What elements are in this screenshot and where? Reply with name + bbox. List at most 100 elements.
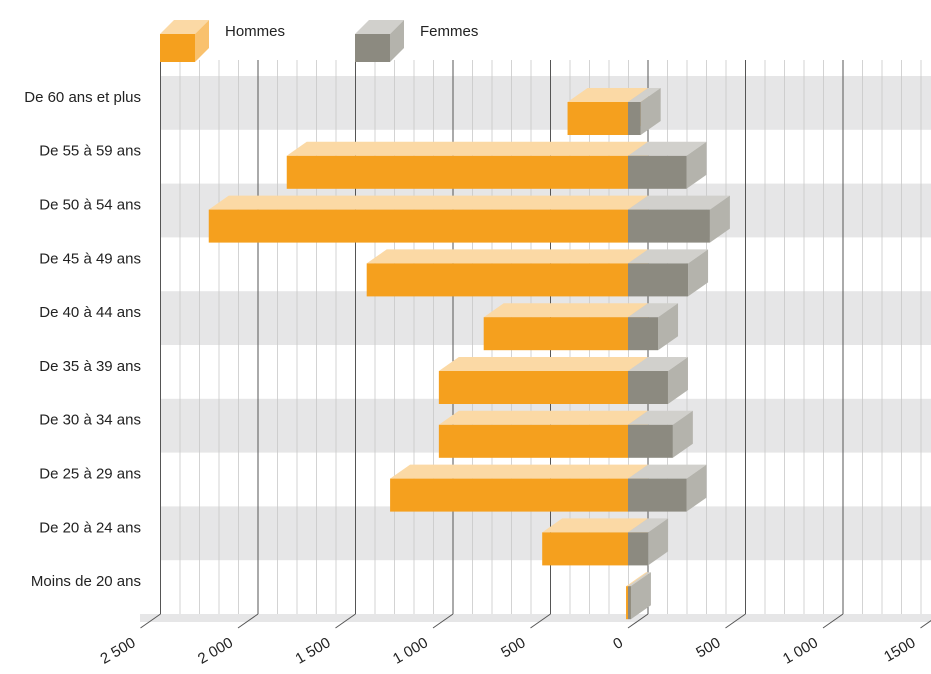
bar <box>628 88 661 135</box>
bar-front <box>390 478 628 512</box>
tick-mark <box>627 613 649 629</box>
bar-front <box>628 155 687 189</box>
bar <box>628 249 709 297</box>
bar-front <box>208 209 628 243</box>
bar-top <box>438 410 648 425</box>
x-tick-label: 500 <box>693 634 723 661</box>
legend-swatch-top <box>160 20 209 34</box>
bar <box>390 464 648 512</box>
y-tick-label: De 25 à 29 ans <box>39 465 141 482</box>
y-tick-label: De 30 à 34 ans <box>39 412 141 429</box>
y-tick-label: De 55 à 59 ans <box>39 143 141 160</box>
bar-front <box>626 586 628 620</box>
bar-front <box>567 102 628 135</box>
bar <box>628 518 669 566</box>
bar-front <box>542 532 628 566</box>
bar-front <box>628 424 673 458</box>
bar <box>628 303 679 351</box>
bar <box>208 195 648 243</box>
bar <box>628 410 693 458</box>
tick-mark <box>335 613 356 629</box>
bar-front <box>366 263 628 297</box>
bar <box>628 572 651 620</box>
bar <box>628 464 707 512</box>
bar-top <box>628 249 709 264</box>
bar-side <box>709 195 730 243</box>
bar-top <box>626 572 648 587</box>
bar-front <box>286 155 628 189</box>
bar-top <box>628 572 651 587</box>
x-tick-label: 2 000 <box>195 634 236 667</box>
x-tick-label: 500 <box>498 634 528 661</box>
bar-top <box>542 518 648 533</box>
x-tick-label: 0 <box>610 634 626 653</box>
tick-mark <box>237 613 259 629</box>
x-tick-label: 1 000 <box>390 634 431 667</box>
tick-mark <box>140 613 161 629</box>
bar-top <box>628 195 730 210</box>
bar <box>438 357 648 404</box>
bar <box>438 410 648 458</box>
bar <box>366 249 648 297</box>
x-tick-label: 1 500 <box>292 634 333 667</box>
y-tick-label: De 35 à 39 ans <box>39 358 141 375</box>
bar-top <box>390 464 648 479</box>
bar-front <box>438 371 628 404</box>
bar-side <box>658 303 679 351</box>
y-tick-label: De 45 à 49 ans <box>39 250 141 267</box>
legend-swatch-side <box>390 20 404 62</box>
bar-top <box>628 464 707 479</box>
bar-top <box>208 195 648 210</box>
bar-front <box>628 478 687 512</box>
legend-label: Hommes <box>225 23 285 40</box>
row-band <box>160 76 931 130</box>
bar <box>542 518 648 566</box>
bar-top <box>628 357 688 371</box>
bar-front <box>438 424 628 458</box>
bar <box>286 141 648 189</box>
bar-top <box>438 357 648 371</box>
x-tick-label: 1 000 <box>780 634 821 667</box>
legend-swatch-side <box>195 20 209 62</box>
bar-side <box>686 464 707 512</box>
tick-mark <box>432 613 454 629</box>
bar-front <box>628 209 710 243</box>
tick-mark <box>822 613 844 629</box>
legend-swatch <box>355 34 390 62</box>
bar-front <box>628 371 668 404</box>
legend-swatch <box>160 34 195 62</box>
bar <box>628 141 707 189</box>
bar-front <box>628 532 649 566</box>
legend-swatch-top <box>355 20 404 34</box>
bar-side <box>686 141 707 189</box>
tick-mark <box>530 613 551 629</box>
bar-side <box>630 572 651 620</box>
bar-side <box>648 518 669 566</box>
bar-top <box>628 141 707 156</box>
bar-front <box>628 586 631 620</box>
bar-top <box>628 88 661 102</box>
bar-top <box>286 141 648 156</box>
y-tick-label: Moins de 20 ans <box>31 573 141 590</box>
tick-mark <box>725 613 746 629</box>
bar-top <box>628 303 679 318</box>
y-tick-label: De 60 ans et plus <box>24 89 141 106</box>
bar-top <box>628 518 669 533</box>
bar <box>628 357 688 404</box>
bar-side <box>640 88 661 135</box>
bar-top <box>628 410 693 425</box>
y-tick-label: De 20 à 24 ans <box>39 519 141 536</box>
bar-front <box>628 263 689 297</box>
bar-top <box>483 303 648 318</box>
bar <box>628 195 730 243</box>
y-tick-label: De 40 à 44 ans <box>39 304 141 321</box>
legend-label: Femmes <box>420 23 478 40</box>
bar-top <box>366 249 648 264</box>
bar-top <box>567 88 648 102</box>
bar-side <box>672 410 693 458</box>
x-tick-label: 1500 <box>881 634 918 665</box>
bar-front <box>483 317 628 351</box>
x-tick-label: 2 500 <box>97 634 138 667</box>
